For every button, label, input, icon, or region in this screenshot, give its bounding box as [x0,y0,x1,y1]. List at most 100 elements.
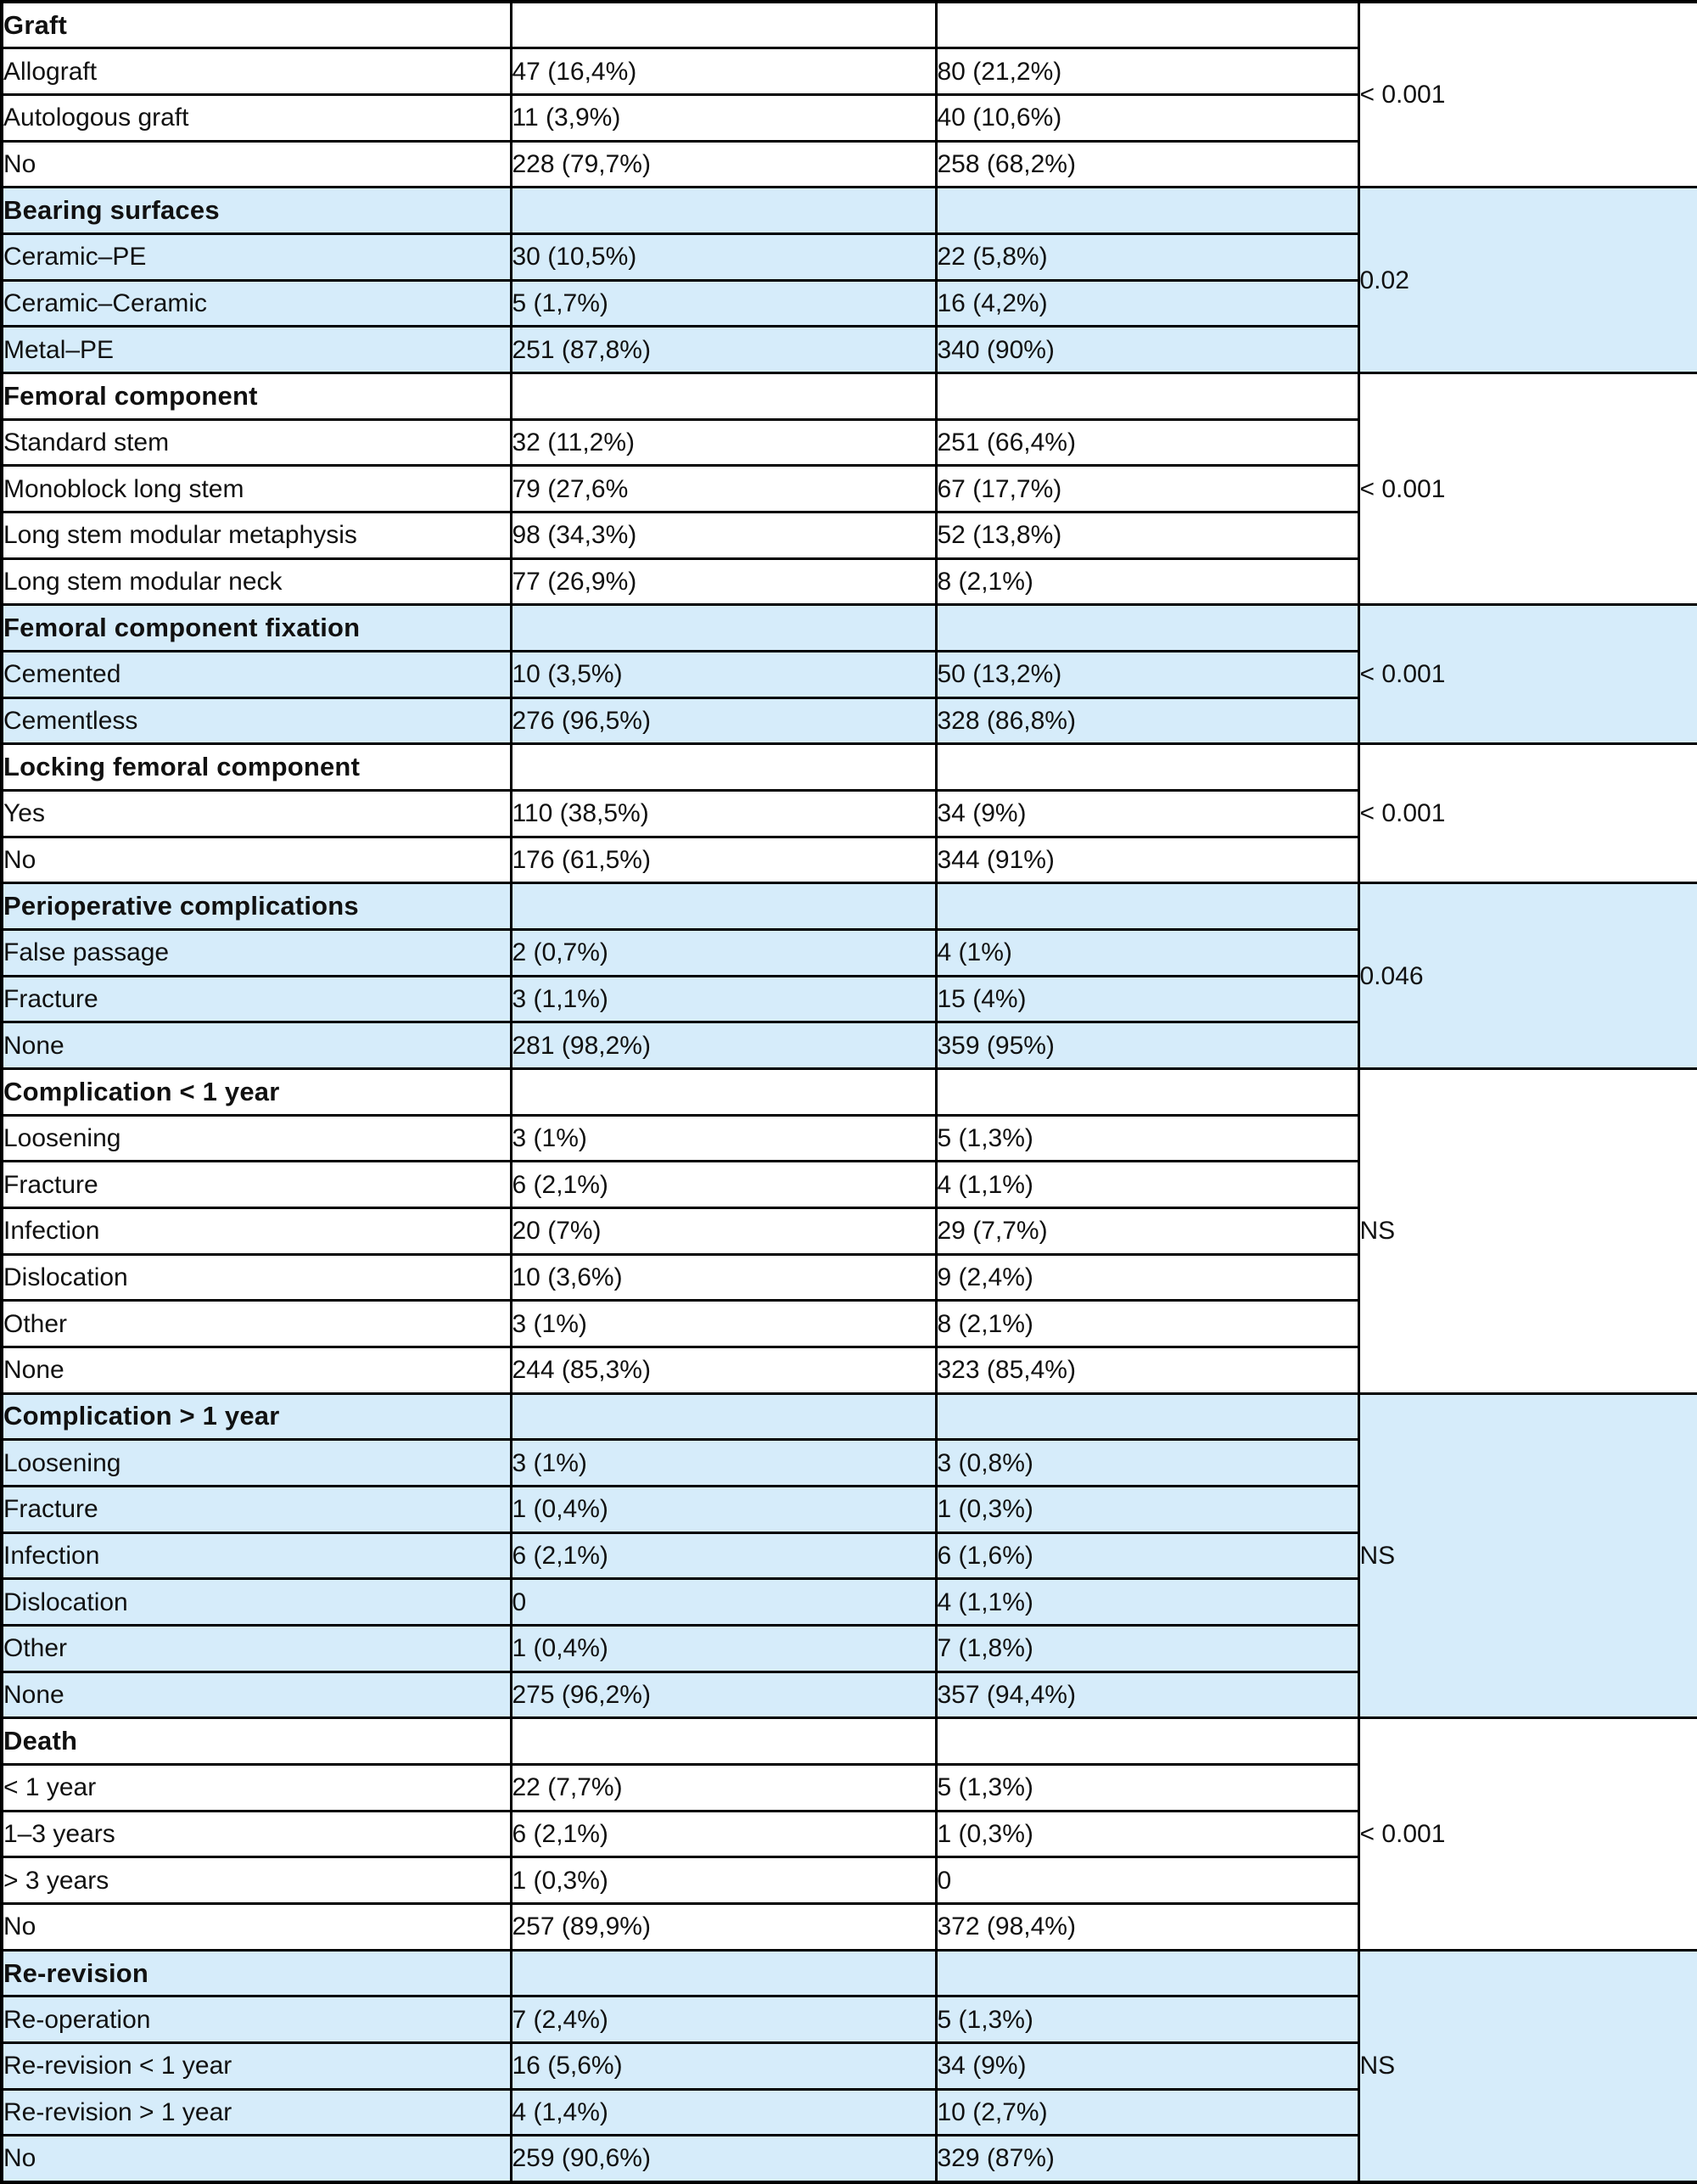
section-row-locking-femoral-component: Locking femoral component < 0.001 [0,742,1697,885]
section-title: Re-revision [0,1948,512,1998]
empty-cell [509,186,938,235]
value-cell: 281 (98,2%) [509,1021,938,1070]
value-cell: 1 (0,3%) [934,1485,1360,1534]
value-cell: 6 (2,1%) [509,1531,938,1581]
row-label: > 3 years [0,1856,512,1906]
table-row: Autologous graft 11 (3,9%) 40 (10,6%) [0,92,1697,143]
table-row: Cemented 10 (3,5%) 50 (13,2%) [0,649,1697,699]
section-row-complication-1-year: Complication < 1 year NS [0,1067,1697,1395]
row-label: Re-revision < 1 year [0,2041,512,2091]
row-label: False passage [0,927,512,977]
value-cell: 228 (79,7%) [509,139,938,189]
table-row: Dislocation 0 4 (1,1%) [0,1577,1697,1627]
section-row-bearing-surfaces: Bearing surfaces 0.02 [0,186,1697,374]
value-cell: 357 (94,4%) [934,1670,1360,1720]
table-row: Metal–PE 251 (87,8%) 340 (90%) [0,325,1697,374]
value-cell: 1 (0,4%) [509,1485,938,1534]
value-cell: 11 (3,9%) [509,92,938,143]
value-cell: 6 (2,1%) [509,1160,938,1209]
section-title: Perioperative complications [0,882,512,931]
p-value-cell: < 0.001 [1357,603,1697,746]
value-cell: 176 (61,5%) [509,835,938,885]
row-label: Other [0,1624,512,1673]
row-label: No [0,2134,512,2184]
value-cell: 5 (1,3%) [934,1113,1360,1163]
section-row-femoral-component: Femoral component < 0.001 [0,371,1697,607]
table-row: No 228 (79,7%) 258 (68,2%) [0,139,1697,189]
value-cell: 32 (11,2%) [509,417,938,468]
value-cell: 1 (0,4%) [509,1624,938,1673]
section-row-re-revision: Re-revision NS [0,1948,1697,2184]
value-cell: 251 (66,4%) [934,417,1360,468]
row-label: Cementless [0,696,512,746]
value-cell: 16 (5,6%) [509,2041,938,2091]
empty-cell [509,0,938,50]
row-label: None [0,1670,512,1720]
table-row: Fracture 6 (2,1%) 4 (1,1%) [0,1160,1697,1209]
value-cell: 98 (34,3%) [509,510,938,560]
row-label: No [0,1902,512,1952]
row-label: Standard stem [0,417,512,468]
empty-cell [934,371,1360,421]
p-value-cell: 0.02 [1357,186,1697,374]
value-cell: 257 (89,9%) [509,1902,938,1952]
value-cell: 29 (7,7%) [934,1206,1360,1256]
value-cell: 340 (90%) [934,325,1360,374]
table-row: Dislocation 10 (3,6%) 9 (2,4%) [0,1252,1697,1302]
value-cell: 3 (0,8%) [934,1438,1360,1487]
table-row: No 176 (61,5%) 344 (91%) [0,835,1697,885]
value-cell: 259 (90,6%) [509,2134,938,2184]
row-label: Cemented [0,649,512,699]
value-cell: 323 (85,4%) [934,1345,1360,1395]
p-value-cell: < 0.001 [1357,371,1697,607]
empty-cell [934,0,1360,50]
row-label: Metal–PE [0,325,512,374]
p-value-cell: NS [1357,1067,1697,1395]
section-title: Locking femoral component [0,742,512,792]
table-row: Fracture 3 (1,1%) 15 (4%) [0,974,1697,1024]
value-cell: 275 (96,2%) [509,1670,938,1720]
value-cell: 47 (16,4%) [509,47,938,96]
empty-cell [509,1948,938,1998]
table-row: Loosening 3 (1%) 3 (0,8%) [0,1438,1697,1487]
value-cell: 5 (1,3%) [934,1763,1360,1812]
table-row: Cementless 276 (96,5%) 328 (86,8%) [0,696,1697,746]
value-cell: 8 (2,1%) [934,557,1360,607]
empty-cell [934,1948,1360,1998]
table-row: Monoblock long stem 79 (27,6% 67 (17,7%) [0,464,1697,513]
value-cell: 5 (1,3%) [934,1995,1360,2045]
value-cell: 40 (10,6%) [934,92,1360,143]
row-label: Long stem modular neck [0,557,512,607]
table-row: None 275 (96,2%) 357 (94,4%) [0,1670,1697,1720]
table-row: Re-revision < 1 year 16 (5,6%) 34 (9%) [0,2041,1697,2091]
row-label: 1–3 years [0,1809,512,1859]
empty-cell [509,1067,938,1117]
value-cell: 15 (4%) [934,974,1360,1024]
table-row: Other 1 (0,4%) 7 (1,8%) [0,1624,1697,1673]
value-cell: 1 (0,3%) [934,1809,1360,1859]
value-cell: 5 (1,7%) [509,278,938,328]
empty-cell [509,1392,938,1442]
section-title: Complication > 1 year [0,1392,512,1442]
p-value-cell: NS [1357,1392,1697,1720]
table-row: Fracture 1 (0,4%) 1 (0,3%) [0,1485,1697,1534]
value-cell: 329 (87%) [934,2134,1360,2184]
value-cell: 0 [934,1856,1360,1906]
empty-cell [934,742,1360,792]
value-cell: 7 (2,4%) [509,1995,938,2045]
value-cell: 359 (95%) [934,1021,1360,1070]
value-cell: 10 (2,7%) [934,2087,1360,2137]
p-value-cell: < 0.001 [1357,1716,1697,1952]
section-title: Graft [0,0,512,50]
row-label: Ceramic–PE [0,232,512,282]
empty-cell [934,603,1360,652]
row-label: Allograft [0,47,512,96]
value-cell: 6 (1,6%) [934,1531,1360,1581]
row-label: Re-revision > 1 year [0,2087,512,2137]
row-label: Infection [0,1206,512,1256]
empty-cell [934,1067,1360,1117]
empty-cell [934,1392,1360,1442]
value-cell: 4 (1,1%) [934,1160,1360,1209]
